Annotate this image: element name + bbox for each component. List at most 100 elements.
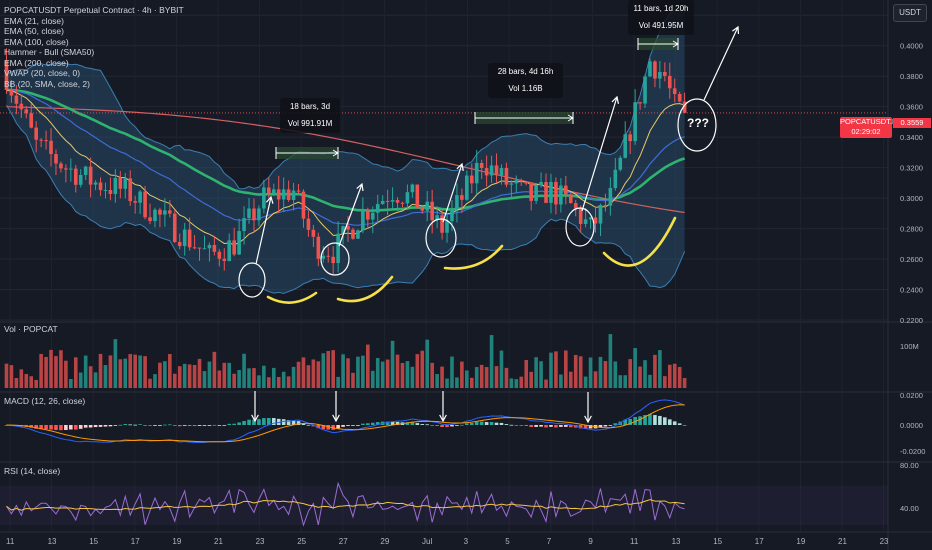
volume-bar bbox=[653, 354, 657, 388]
volume-bar bbox=[544, 379, 548, 388]
volume-bar bbox=[44, 356, 48, 388]
candle-body bbox=[380, 200, 385, 205]
last-price-tag: POPCATUSDT.P 02:29:02 bbox=[840, 117, 897, 138]
macd-hist-bar bbox=[177, 425, 182, 427]
macd-hist-bar bbox=[34, 425, 38, 429]
macd-hist-bar bbox=[321, 425, 326, 430]
candle-body bbox=[237, 231, 241, 255]
volume-bar bbox=[316, 361, 321, 388]
candle-body bbox=[598, 204, 603, 224]
volume-bar bbox=[484, 367, 489, 388]
candle-body bbox=[321, 255, 326, 259]
candle-body bbox=[133, 201, 137, 203]
price-tick-label: 0.3200 bbox=[900, 164, 923, 173]
macd-down-arrow-head bbox=[332, 414, 340, 423]
volume-bar bbox=[34, 379, 38, 388]
volume-bar bbox=[628, 359, 632, 388]
candle-body bbox=[583, 219, 588, 224]
time-tick-label: 15 bbox=[713, 537, 722, 546]
candle-body bbox=[316, 236, 321, 259]
legend-ema21[interactable]: EMA (21, close) bbox=[4, 15, 64, 26]
currency-unit-button[interactable]: USDT bbox=[893, 4, 927, 22]
candle-body bbox=[618, 157, 623, 170]
time-tick-label: 23 bbox=[256, 537, 265, 546]
volume-bar bbox=[578, 356, 583, 388]
price-tick-label: 0.2400 bbox=[900, 286, 923, 295]
macd-hist-bar bbox=[445, 425, 449, 428]
candle-body bbox=[242, 218, 246, 232]
volume-bar bbox=[182, 363, 187, 388]
volume-bar bbox=[573, 354, 578, 388]
candle-body bbox=[336, 233, 340, 264]
volume-bar bbox=[385, 359, 390, 388]
volume-bar bbox=[549, 352, 553, 388]
candle-body bbox=[326, 255, 331, 257]
projection-arrow-head bbox=[265, 195, 274, 204]
candle-body bbox=[306, 218, 311, 230]
candle-body bbox=[534, 185, 538, 201]
ema21-line bbox=[6, 89, 685, 246]
volume-bar bbox=[514, 379, 519, 388]
volume-bar bbox=[583, 376, 588, 388]
macd-hist-bar bbox=[356, 425, 360, 426]
macd-hist-bar bbox=[73, 425, 78, 430]
macd-hist-bar bbox=[643, 415, 647, 425]
candle-body bbox=[613, 169, 618, 189]
legend-ema200[interactable]: EMA (200, close) bbox=[4, 57, 69, 68]
time-tick-label: 19 bbox=[796, 537, 805, 546]
volume-pane-title[interactable]: Vol · POPCAT bbox=[4, 324, 58, 334]
volume-bar bbox=[118, 359, 123, 388]
candle-body bbox=[281, 189, 286, 200]
candle-body bbox=[682, 101, 687, 113]
candle-body bbox=[232, 240, 236, 255]
macd-hist-bar bbox=[559, 425, 563, 427]
macd-hist-bar bbox=[113, 425, 118, 426]
candle-body bbox=[524, 181, 529, 184]
candle-body bbox=[123, 178, 128, 189]
legend-ema100[interactable]: EMA (100, close) bbox=[4, 36, 69, 47]
macd-pane-title[interactable]: MACD (12, 26, close) bbox=[4, 396, 86, 406]
volume-bar bbox=[4, 363, 9, 388]
macd-hist-bar bbox=[623, 419, 628, 425]
candle-body bbox=[202, 248, 207, 250]
price-tag-timer: 02:29:02 bbox=[851, 127, 881, 136]
user-drawings bbox=[238, 0, 740, 424]
bb-lower bbox=[6, 104, 686, 294]
volume-bars bbox=[4, 334, 687, 388]
candle-body bbox=[465, 175, 469, 200]
volume-bar bbox=[390, 340, 395, 388]
volume-bar bbox=[108, 355, 113, 388]
macd-hist-bar bbox=[440, 425, 444, 428]
measure-label-bg bbox=[628, 0, 694, 35]
volume-bar bbox=[375, 357, 380, 388]
volume-bar bbox=[237, 369, 241, 388]
legend-ema50[interactable]: EMA (50, close) bbox=[4, 26, 64, 36]
macd-hist-bar bbox=[415, 423, 420, 425]
legend-hammer[interactable]: Hammer - Bull (SMA50) bbox=[4, 47, 95, 57]
macd-hist-bar bbox=[435, 425, 439, 426]
candle-body bbox=[39, 139, 43, 141]
macd-hist-bar bbox=[232, 423, 236, 425]
macd-hist-bar bbox=[237, 422, 241, 425]
symbol-title[interactable]: POPCATUSDT Perpetual Contract · 4h · BYB… bbox=[4, 5, 184, 15]
legend-vwap[interactable]: VWAP (20, close, 0) bbox=[4, 68, 81, 78]
volume-bar bbox=[425, 339, 430, 388]
macd-hist-bar bbox=[267, 417, 271, 425]
projection-arrow bbox=[255, 196, 272, 265]
candle-body bbox=[49, 140, 53, 155]
candle-body bbox=[450, 208, 454, 222]
rsi-pane-title[interactable]: RSI (14, close) bbox=[4, 466, 61, 476]
macd-hist-bar bbox=[564, 425, 568, 427]
macd-hist-bar bbox=[341, 425, 345, 427]
macd-hist-bar bbox=[296, 421, 301, 425]
macd-hist-bar bbox=[395, 421, 400, 425]
candle-body bbox=[24, 109, 29, 114]
volume-bar bbox=[405, 361, 410, 388]
candle-body bbox=[346, 226, 350, 230]
volume-bar bbox=[257, 375, 261, 388]
legend-bb[interactable]: BB (20, SMA, close, 2) bbox=[4, 78, 90, 89]
macd-hist-bar bbox=[420, 424, 425, 425]
volume-bar bbox=[14, 378, 19, 388]
volume-bar bbox=[267, 377, 271, 388]
